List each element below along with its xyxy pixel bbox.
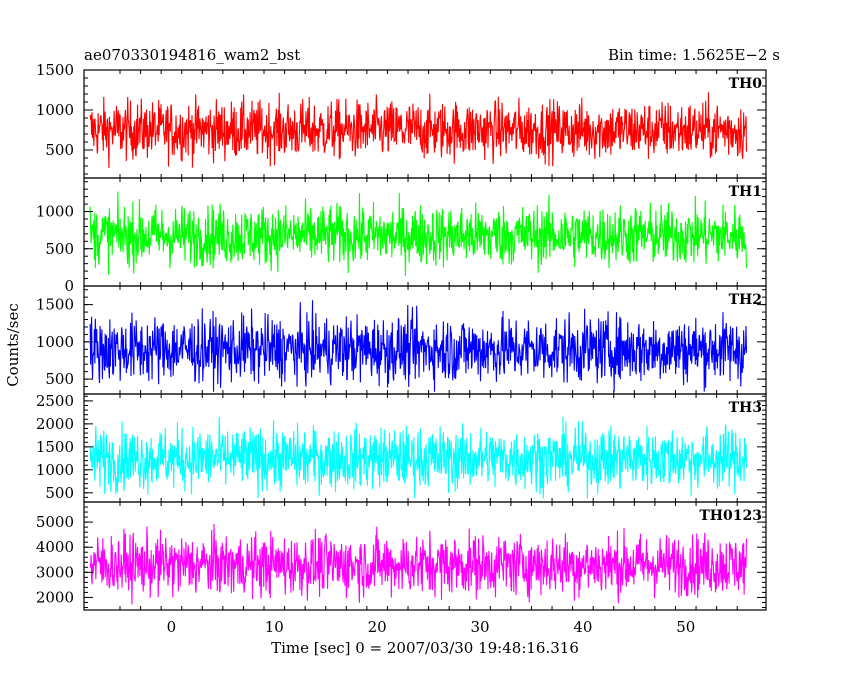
y-tick-label: 1000 bbox=[36, 101, 74, 119]
panel-th2: 500 1000 1500 TH2 bbox=[36, 285, 767, 395]
panel-th0123: 2000 3000 4000 5000 TH0123 bbox=[36, 501, 767, 611]
series-line-th1 bbox=[89, 191, 748, 276]
y-tick-label: 500 bbox=[45, 141, 74, 159]
y-axis-label: Counts/sec bbox=[4, 303, 22, 387]
y-tick-label: 1500 bbox=[36, 296, 74, 314]
panel-label: TH1 bbox=[729, 184, 762, 200]
y-tick-label: 3000 bbox=[36, 563, 74, 581]
panel-label: TH3 bbox=[729, 400, 762, 416]
y-tick-label: 500 bbox=[45, 484, 74, 502]
y-tick-label: 1000 bbox=[36, 203, 74, 221]
series-line-th2 bbox=[89, 300, 748, 392]
y-tick-label: 2500 bbox=[36, 392, 74, 410]
chart-title: ae070330194816_wam2_bst bbox=[84, 46, 300, 64]
x-tick-label: 40 bbox=[573, 618, 592, 636]
y-tick-label: 5000 bbox=[36, 513, 74, 531]
y-tick-label: 1500 bbox=[36, 61, 74, 79]
series-line-th3 bbox=[89, 416, 748, 499]
panel-label: TH0 bbox=[729, 76, 763, 92]
y-tick-label: 1000 bbox=[36, 461, 74, 479]
panel-frame bbox=[83, 285, 767, 395]
panel-frame bbox=[83, 501, 767, 611]
panel-th1: 0 500 1000 TH1 bbox=[36, 177, 767, 295]
y-tick-label: 500 bbox=[45, 240, 74, 258]
panel-th3: 500 1000 1500 2000 2500 TH3 bbox=[36, 392, 767, 503]
y-tick-label: 0 bbox=[64, 277, 74, 295]
x-axis-label: Time [sec] 0 = 2007/03/30 19:48:16.316 bbox=[271, 639, 579, 657]
y-tick-label: 2000 bbox=[36, 415, 74, 433]
x-tick-label: 0 bbox=[167, 618, 177, 636]
y-tick-label: 4000 bbox=[36, 538, 74, 556]
panel-label: TH2 bbox=[729, 292, 762, 308]
chart-subtitle: Bin time: 1.5625E−2 s bbox=[608, 46, 780, 64]
x-tick-label: 50 bbox=[676, 618, 695, 636]
series-line-th0 bbox=[89, 92, 748, 169]
x-tick-label: 20 bbox=[368, 618, 387, 636]
y-tick-label: 1000 bbox=[36, 333, 74, 351]
panel-label: TH0123 bbox=[699, 508, 762, 524]
x-tick-label: 30 bbox=[470, 618, 489, 636]
x-tick-label: 10 bbox=[265, 618, 284, 636]
panel-th0: 500 1000 1500 TH0 bbox=[36, 61, 767, 179]
y-tick-label: 1500 bbox=[36, 438, 74, 456]
series-line-th0123 bbox=[89, 523, 748, 605]
y-tick-label: 500 bbox=[45, 370, 74, 388]
y-tick-label: 2000 bbox=[36, 588, 74, 606]
